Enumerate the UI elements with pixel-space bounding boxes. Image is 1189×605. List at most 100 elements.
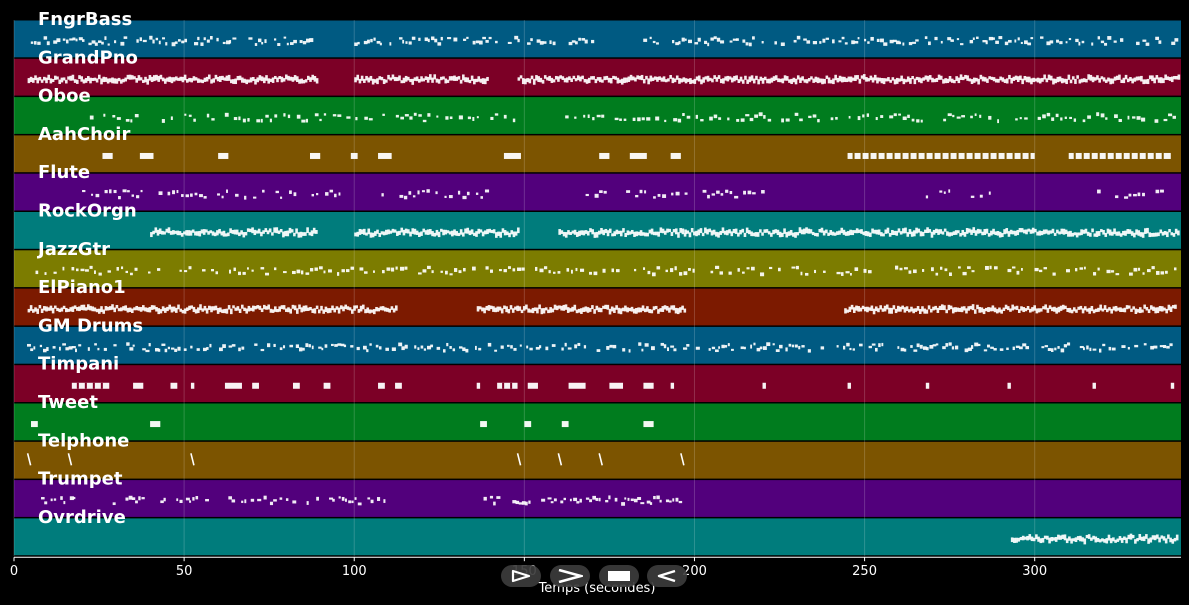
- note-segment-timpani: [133, 382, 144, 389]
- note-segment-tweet: [643, 421, 654, 428]
- note-segment-timpani: [497, 382, 518, 389]
- note-segment-fngrbass: [643, 35, 1179, 47]
- track-label-gm-drums: GM Drums: [38, 315, 143, 336]
- play-alt-button[interactable]: [501, 565, 541, 587]
- track-label-aahchoir: AahChoir: [38, 124, 130, 145]
- track-lanes: [14, 20, 1181, 556]
- vertical-gridlines: [13, 20, 1036, 557]
- track-label-jazzgtr: JazzGtr: [36, 239, 110, 260]
- note-segment-timpani: [224, 382, 242, 389]
- note-segment-tweet: [524, 421, 532, 428]
- track-label-ovrdrive: Ovrdrive: [38, 507, 126, 528]
- track-label-trumpet: Trumpet: [38, 469, 123, 490]
- track-label-elpiano1: ElPiano1: [38, 277, 126, 298]
- note-segment-timpani: [170, 382, 178, 389]
- note-segment-aahchoir: [350, 152, 358, 159]
- note-segment-flute: [381, 189, 490, 200]
- lane-gm-drums: [14, 326, 1181, 364]
- x-tick-label: 300: [1022, 564, 1047, 579]
- note-segment-trumpet: [228, 495, 297, 506]
- track-label-flute: Flute: [38, 162, 90, 183]
- note-segment-rockorgn: [354, 227, 520, 238]
- note-segment-aahchoir: [629, 152, 647, 159]
- x-tick-label: 250: [852, 564, 877, 579]
- lane-ovrdrive: [14, 518, 1181, 556]
- note-segment-telphone: [557, 453, 563, 466]
- note-segment-aahchoir: [599, 152, 610, 159]
- note-segment-fngrbass: [30, 35, 314, 47]
- note-segment-tweet: [31, 421, 38, 428]
- note-segment-rockorgn: [558, 227, 687, 238]
- note-segment-aahchoir: [1068, 152, 1171, 159]
- x-axis: 050100150200250300: [10, 556, 1181, 579]
- x-tick-label: 0: [10, 564, 18, 579]
- note-segment-telphone: [680, 453, 685, 466]
- track-label-telphone: Telphone: [38, 430, 129, 451]
- note-segment-aahchoir: [378, 152, 392, 159]
- note-segment-grandpno: [27, 74, 319, 85]
- note-segment-telphone: [516, 453, 522, 466]
- track-label-fngrbass: FngrBass: [38, 9, 132, 30]
- note-segment-oboe: [89, 112, 516, 123]
- track-label-timpani: Timpani: [38, 354, 119, 375]
- note-segment-timpani: [476, 382, 481, 389]
- note-segment-aahchoir: [503, 152, 521, 159]
- note-segment-timpani: [323, 382, 331, 389]
- lane-tweet: [14, 403, 1181, 441]
- note-segment-timpani: [190, 382, 195, 389]
- track-label-tweet: Tweet: [38, 392, 98, 413]
- note-segment-aahchoir: [670, 152, 681, 159]
- note-segment-elpiano1: [27, 304, 398, 315]
- note-segment-tweet: [480, 421, 487, 428]
- x-tick-label: 50: [176, 564, 193, 579]
- track-labels: FngrBass GrandPno Oboe AahChoir Flute RockOrg…: [36, 9, 143, 528]
- lane-fngrbass: [14, 20, 1181, 58]
- play-button[interactable]: [550, 565, 590, 587]
- playback-controls: [501, 565, 691, 587]
- note-segment-timpani: [1007, 382, 1011, 389]
- note-segment-timpani: [670, 382, 675, 389]
- note-segment-flute: [925, 189, 991, 199]
- note-segment-telphone: [598, 453, 603, 466]
- note-segment-telphone: [26, 453, 32, 466]
- note-segment-timpani: [1092, 382, 1096, 389]
- note-segment-trumpet: [483, 495, 683, 506]
- note-segment-elpiano1: [476, 304, 687, 315]
- track-label-rockorgn: RockOrgn: [38, 201, 137, 222]
- note-segment-timpani: [378, 382, 385, 389]
- note-segment-timpani: [568, 382, 586, 389]
- lane-timpani: [14, 365, 1181, 402]
- triangle-play-outline-icon: [511, 569, 531, 583]
- note-segment-aahchoir: [218, 152, 229, 159]
- rewind-button[interactable]: [647, 565, 687, 587]
- note-segment-flute: [1097, 189, 1164, 199]
- lane-telphone: [14, 441, 1181, 479]
- note-segment-timpani: [292, 382, 300, 389]
- note-segment-timpani: [847, 382, 851, 389]
- lane-flute: [14, 173, 1181, 211]
- note-segment-timpani: [395, 382, 402, 389]
- track-label-grandpno: GrandPno: [38, 47, 138, 68]
- note-segment-oboe: [565, 112, 1108, 124]
- chevron-play-icon: [558, 569, 583, 583]
- track-label-oboe: Oboe: [38, 86, 91, 107]
- note-segment-rockorgn: [684, 227, 1180, 238]
- note-segment-tweet: [150, 421, 161, 428]
- note-segment-timpani: [925, 382, 930, 389]
- note-segment-jazzgtr: [35, 265, 1177, 277]
- x-tick-label: 100: [342, 564, 367, 579]
- note-segment-timpani: [643, 382, 654, 389]
- note-segment-tweet: [561, 421, 569, 428]
- note-segment-timpani: [609, 382, 624, 389]
- note-segment-flute: [585, 189, 765, 199]
- note-segment-oboe: [1114, 113, 1176, 123]
- note-segment-aahchoir: [847, 152, 1035, 159]
- stop-button[interactable]: [599, 565, 639, 587]
- triangle-back-outline-icon: [657, 569, 676, 583]
- note-segment-grandpno: [517, 74, 1181, 85]
- note-segment-timpani: [252, 382, 259, 389]
- note-segment-elpiano1: [844, 304, 1177, 315]
- stop-square-icon: [608, 571, 630, 581]
- note-segment-fngrbass: [354, 35, 595, 46]
